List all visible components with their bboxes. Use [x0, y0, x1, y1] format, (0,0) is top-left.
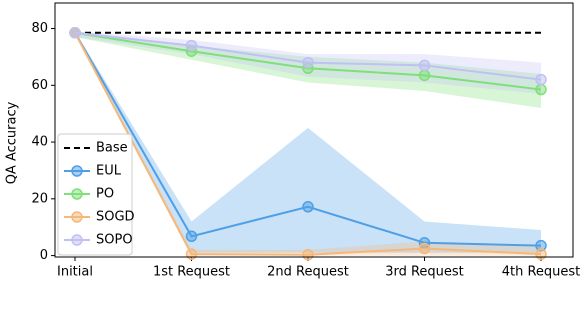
legend-box — [57, 133, 133, 256]
legend-label: SOGD — [96, 210, 135, 225]
y-tick-label: 20 — [31, 191, 48, 206]
point — [185, 39, 198, 52]
point — [185, 248, 198, 260]
point — [535, 73, 547, 86]
x-tick-label: 1st Request — [153, 265, 230, 280]
y-axis-label: QA Accuracy — [5, 101, 20, 184]
legend-marker — [71, 165, 83, 177]
legend-marker — [71, 211, 83, 223]
point — [535, 83, 547, 96]
point — [302, 248, 314, 261]
legend-label: EUL — [96, 164, 122, 179]
legend-label: Base — [96, 141, 128, 156]
legend-label: SOPO — [96, 233, 133, 248]
y-tick-label: 60 — [31, 78, 48, 93]
point — [302, 56, 314, 69]
x-tick-label: 4th Request — [502, 265, 581, 280]
legend-label: PO — [96, 187, 114, 202]
x-tick-label: Initial — [57, 265, 93, 280]
point — [535, 248, 547, 260]
point — [418, 59, 431, 72]
legend-marker — [71, 234, 83, 246]
legend-marker — [71, 188, 83, 200]
point — [302, 201, 314, 213]
y-tick-label: 0 — [40, 248, 48, 263]
error-band — [75, 31, 541, 253]
y-tick-label: 80 — [31, 21, 48, 36]
plot-frame — [54, 2, 574, 258]
y-tick-label: 40 — [31, 135, 48, 150]
x-tick-label: 2nd Request — [267, 265, 349, 280]
point — [69, 27, 81, 39]
point — [185, 230, 198, 243]
point — [418, 69, 431, 82]
point — [418, 242, 431, 255]
x-tick-label: 3rd Request — [385, 265, 464, 280]
